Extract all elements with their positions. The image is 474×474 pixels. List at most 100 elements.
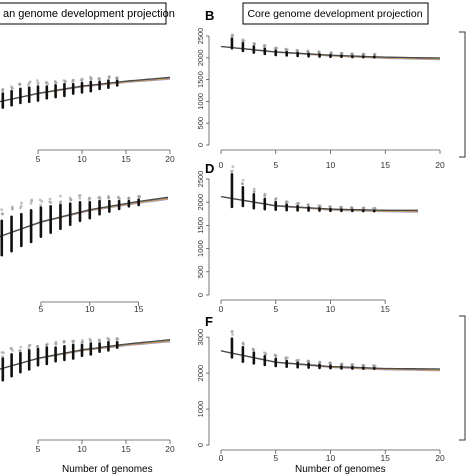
data-point [30,198,33,202]
data-point [53,80,57,84]
data-point [230,169,234,173]
data-point [54,340,58,344]
data-point [59,200,63,204]
header-left: an genome development projection [0,2,175,25]
header-right-text: Core genome development projection [247,8,422,20]
y-tick-label: 0 [196,443,205,447]
fit-line [0,340,171,370]
data-point [78,193,82,197]
x-tick-label: 10 [77,154,87,164]
panel-label: B [205,8,214,23]
data-point [80,341,84,344]
fit-line [0,78,171,103]
data-point [10,206,14,210]
x-tick-label: 0 [219,160,224,170]
data-point [318,360,322,364]
data-point [117,196,121,200]
right-brackets [459,31,466,441]
data-point [362,206,366,210]
data-point [11,349,14,352]
data-point [284,356,288,360]
y-tick-label: 2000 [196,194,205,211]
data-point [27,346,31,350]
data-point [48,197,52,201]
data-point [274,197,278,201]
data-point [115,338,119,342]
data-point [286,200,289,204]
data-point [59,194,62,198]
data-point [350,363,354,367]
panel-label: F [205,314,213,329]
y-tick-label: 1000 [196,401,205,418]
data-point [137,195,140,198]
x-tick-label: 15 [134,304,144,314]
fit-line [0,339,171,370]
data-point [78,197,82,200]
x-tick-label: 0 [219,304,224,314]
data-point [35,79,39,82]
fit-line [0,197,169,238]
data-point [107,75,111,79]
x-tick-label: 5 [36,444,41,454]
x-tick-label: 10 [326,160,336,170]
data-point [20,201,23,205]
data-point [80,77,84,81]
x-tick-label: 20 [165,444,175,454]
y-tick-label: 0 [196,293,205,297]
data-point [71,80,75,84]
data-point [36,344,40,348]
data-point [115,76,119,80]
data-point [231,34,235,38]
x-tick-label: 15 [381,160,391,170]
fit-line [0,77,171,103]
y-tick-label: 1500 [196,217,205,234]
data-point [0,208,4,212]
data-point [230,330,234,334]
x-tick-label: 15 [380,304,390,314]
y-tick-label: 2500 [196,171,205,188]
data-point [19,345,23,349]
data-point [46,342,49,346]
panel-E: 5 10 15 20 [0,336,175,454]
data-point [362,364,366,367]
bracket-bottom [459,315,466,441]
data-point [19,204,23,208]
data-point [329,51,333,55]
data-point [340,51,344,55]
y-tick-label: 500 [196,266,205,279]
x-tick-label: 10 [326,304,336,314]
data-point [38,198,42,202]
data-point [252,190,256,194]
x-tick-label: 0 [219,453,224,463]
data-point [44,81,48,85]
data-point [328,361,331,365]
data-point [18,82,22,86]
panel-A: 5 10 15 20 [0,75,175,164]
x-tick-label: 20 [165,154,175,164]
data-point [0,351,4,354]
data-point [241,178,245,182]
data-point [329,205,332,209]
data-point [231,165,235,169]
x-tick-label: 10 [77,444,87,454]
data-point [361,52,365,56]
header-left-text: an genome development projection [3,8,175,20]
data-point [98,339,102,342]
data-point [295,359,299,362]
y-tick-label: 2000 [196,365,205,382]
panel-F: F 0 5 10 15 20 0 1000 2000 3000 [196,314,445,463]
data-point [18,348,22,352]
y-tick-label: 2000 [196,49,205,66]
data-point [317,204,321,208]
x-tick-label: 10 [326,453,336,463]
fit-line [0,196,169,238]
data-point [1,88,5,92]
fit-line [0,197,169,238]
data-point [373,206,377,210]
y-tick-label: 1500 [196,71,205,88]
header-right: Core genome development projection [242,2,429,25]
data-point [88,197,92,200]
x-tick-label: 15 [121,154,131,164]
